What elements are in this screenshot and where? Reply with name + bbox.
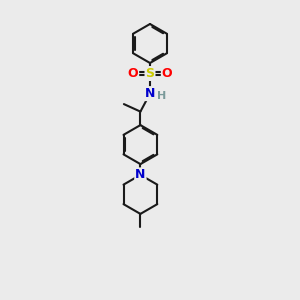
Text: N: N [145, 87, 155, 100]
Text: H: H [157, 91, 166, 101]
Text: S: S [146, 67, 154, 80]
Text: O: O [162, 67, 172, 80]
Text: O: O [128, 67, 138, 80]
Text: N: N [135, 168, 146, 182]
